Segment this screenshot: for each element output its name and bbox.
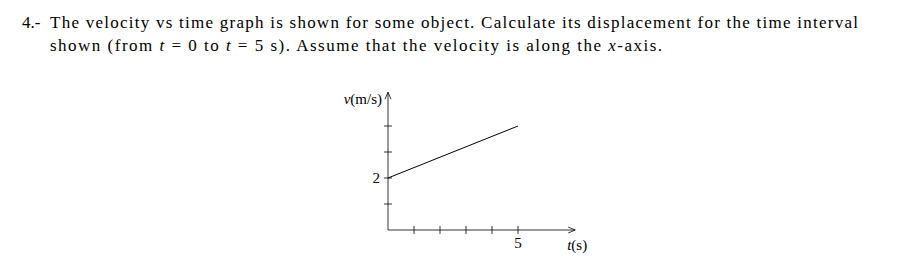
y-axis	[388, 92, 389, 230]
x-tick-label: 5	[514, 235, 522, 251]
problem-text: -axis.	[617, 36, 662, 55]
x-axis-label: t(s)	[567, 237, 587, 254]
chart: 5 2 t(s) v(m/s)	[344, 91, 588, 254]
x-tick	[440, 226, 441, 234]
y-tick	[384, 126, 392, 127]
y-axis-label: v(m/s)	[344, 91, 382, 108]
problem-text: t	[226, 36, 232, 55]
x-tick	[466, 226, 467, 234]
problem-line: The velocity vs time graph is shown for …	[50, 13, 858, 32]
problem-text: = 0 to	[166, 36, 225, 55]
problem-text: x	[607, 36, 616, 55]
problem-text: = 5 s). Assume that the velocity is alon…	[232, 36, 607, 55]
y-tick-label: 2	[373, 170, 381, 186]
problem-text: t	[159, 36, 165, 55]
x-axis-arrow	[568, 227, 575, 233]
y-axis-arrow	[385, 92, 391, 99]
problem-number: 4.-	[22, 13, 41, 32]
y-tick	[384, 204, 392, 205]
velocity-line	[388, 126, 518, 178]
problem-text: shown (from	[50, 36, 158, 55]
x-axis	[388, 230, 575, 231]
x-tick	[492, 226, 493, 234]
x-tick	[518, 226, 519, 234]
x-tick	[414, 226, 415, 234]
data-group	[388, 126, 518, 178]
axis-label-unit: (m/s)	[350, 91, 382, 108]
y-tick	[384, 152, 392, 153]
axis-label-unit: (s)	[571, 237, 587, 254]
problem-line: shown (from t = 0 to t = 5 s). Assume th…	[50, 36, 662, 55]
problem-text: The velocity vs time graph is shown for …	[50, 13, 858, 32]
page: 4.- The velocity vs time graph is shown f…	[0, 0, 915, 270]
canvas: 4.- The velocity vs time graph is shown f…	[0, 0, 915, 270]
